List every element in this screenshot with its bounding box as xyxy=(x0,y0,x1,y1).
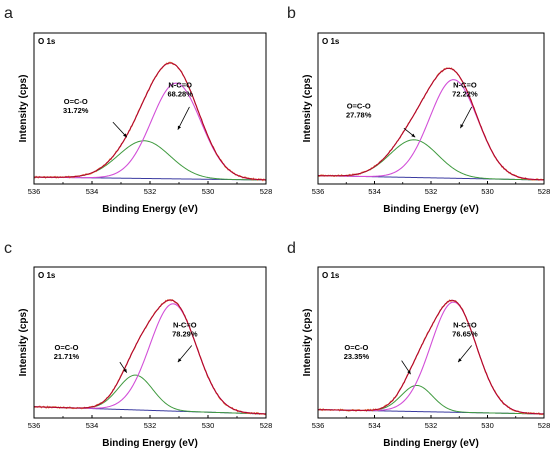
x-tick-label: 530 xyxy=(202,421,215,430)
inner-label: O 1s xyxy=(322,271,340,280)
x-tick-label: 528 xyxy=(260,421,273,430)
x-tick-label: 532 xyxy=(425,421,438,430)
x-tick-label: 528 xyxy=(538,187,550,196)
panel-a: a O 1s 536 534 532 530 528 Binding Energy (eV) I… xyxy=(4,5,272,215)
annotation-n-c-o-arrow xyxy=(177,106,190,130)
annotation-n-c-o-name: N-C=O xyxy=(453,80,477,89)
annotation-n-c-o-arrowhead xyxy=(177,125,182,130)
raw-data-curve xyxy=(34,61,266,182)
x-tick-label: 534 xyxy=(368,187,381,196)
x-tick-label: 532 xyxy=(144,421,157,430)
annotation-o-c-o-percent: 27.78% xyxy=(346,111,372,120)
x-tick-label: 528 xyxy=(538,421,550,430)
x-tick-label: 536 xyxy=(28,421,41,430)
x-tick-label: 534 xyxy=(368,421,381,430)
annotation-o-c-o-arrowhead xyxy=(123,133,127,138)
panel-letter: b xyxy=(287,5,296,22)
x-tick-label: 534 xyxy=(86,421,99,430)
panel-b: b O 1s 536 534 532 530 528 Binding Energy (eV) I… xyxy=(287,5,550,215)
annotation-o-c-o-name: O=C-O xyxy=(347,102,371,111)
y-axis-label: Intensity (cps) xyxy=(18,75,29,143)
x-axis-label: Binding Energy (eV) xyxy=(383,438,479,449)
x-tick-label: 532 xyxy=(425,187,438,196)
panel-letter: a xyxy=(4,5,13,22)
annotation-n-c-o-arrowhead xyxy=(460,124,464,129)
annotation-n-c-o-arrow xyxy=(177,345,193,363)
x-tick-label: 536 xyxy=(312,187,325,196)
annotation-o-c-o-percent: 23.35% xyxy=(344,352,370,361)
x-tick-label: 530 xyxy=(481,421,494,430)
annotation-o-c-o-name: O=C-O xyxy=(64,97,88,106)
inner-label: O 1s xyxy=(38,37,56,46)
annotation-o-c-o-arrowhead xyxy=(123,368,127,373)
x-tick-label: 534 xyxy=(86,187,99,196)
inner-label: O 1s xyxy=(38,271,56,280)
annotation-n-c-o-percent: 78.29% xyxy=(172,329,198,338)
envelope-curve xyxy=(34,299,266,415)
peak-o-c-o-curve xyxy=(34,140,266,181)
y-axis-label: Intensity (cps) xyxy=(302,309,313,377)
annotation-n-c-o-arrow xyxy=(460,106,473,129)
annotation-n-c-o-percent: 72.22% xyxy=(452,89,478,98)
envelope-curve xyxy=(34,62,266,181)
annotation-n-c-o-percent: 76.65% xyxy=(452,329,478,338)
annotation-n-c-o-name: N-C=O xyxy=(173,320,197,329)
panel-d: d O 1s 536 534 532 530 528 Binding Energy (eV) I… xyxy=(287,240,550,449)
panel-c: c O 1s 536 534 532 530 528 Binding Energy (eV) I… xyxy=(4,240,272,449)
peak-o-c-o-curve xyxy=(318,139,544,181)
x-tick-label: 530 xyxy=(481,187,494,196)
annotation-n-c-o-arrowhead xyxy=(458,358,462,363)
annotation-o-c-o-percent: 31.72% xyxy=(63,106,89,115)
annotation-n-c-o-name: N-C=O xyxy=(168,80,192,89)
x-axis-label: Binding Energy (eV) xyxy=(102,438,198,449)
y-axis-label: Intensity (cps) xyxy=(18,309,29,377)
x-tick-label: 532 xyxy=(144,187,157,196)
panel-letter: d xyxy=(287,240,296,257)
annotation-n-c-o-arrowhead xyxy=(177,358,182,363)
annotation-o-c-o-name: O=C-O xyxy=(344,343,368,352)
annotation-n-c-o-name: N-C=O xyxy=(453,320,477,329)
x-axis-label: Binding Energy (eV) xyxy=(102,204,198,215)
panel-letter: c xyxy=(4,240,12,257)
x-axis-label: Binding Energy (eV) xyxy=(383,204,479,215)
x-tick-label: 536 xyxy=(312,421,325,430)
y-axis-label: Intensity (cps) xyxy=(302,75,313,143)
envelope-curve xyxy=(318,299,544,415)
annotation-n-c-o-percent: 68.28% xyxy=(167,89,193,98)
annotation-o-c-o-arrowhead xyxy=(411,133,416,138)
annotation-o-c-o-name: O=C-O xyxy=(54,343,78,352)
inner-label: O 1s xyxy=(322,37,340,46)
envelope-curve xyxy=(318,67,544,181)
x-tick-label: 530 xyxy=(202,187,215,196)
x-tick-label: 536 xyxy=(28,187,41,196)
annotation-o-c-o-arrowhead xyxy=(407,370,411,375)
x-tick-label: 528 xyxy=(260,187,273,196)
annotation-o-c-o-percent: 21.71% xyxy=(54,352,80,361)
peak-n-c-o-curve xyxy=(318,79,544,181)
